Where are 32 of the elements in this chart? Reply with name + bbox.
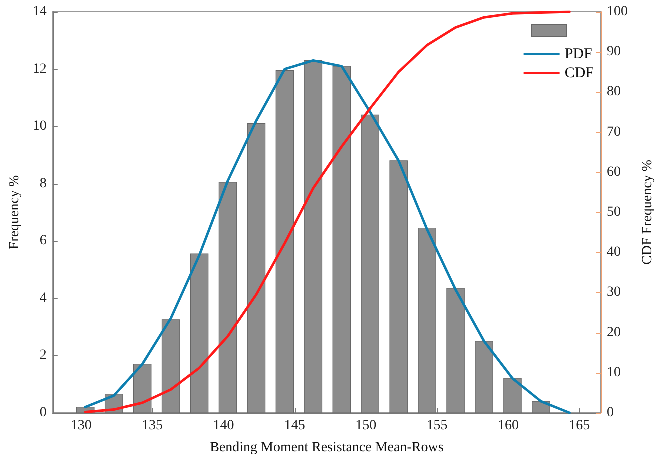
y2-axis-title: CDF Frequency % — [640, 160, 656, 265]
y2-tick-label: 0 — [607, 406, 614, 420]
y2-tick-label: 20 — [607, 325, 621, 340]
y-tick-label: 10 — [32, 119, 47, 134]
y-axis-title: Frequency % — [8, 175, 22, 250]
y-tick-label: 4 — [40, 290, 47, 306]
y-tick-label: 6 — [40, 234, 47, 249]
y2-tick-label: 60 — [607, 164, 621, 180]
legend-label: PDF — [564, 46, 592, 62]
y-tick-label: 8 — [40, 176, 47, 192]
x-tick-label: 155 — [426, 418, 448, 434]
x-axis-title: Bending Moment Resistance Mean-Rows — [210, 440, 444, 456]
y-tick-label: 12 — [32, 62, 47, 77]
y2-tick-label: 80 — [607, 84, 621, 100]
legend-label: CDF — [564, 66, 594, 82]
y2-tick-label: 50 — [607, 205, 621, 220]
y2-tick-label: 70 — [607, 124, 621, 140]
y2-tick-label: 100 — [607, 4, 628, 20]
y2-tick-label: 90 — [607, 44, 621, 60]
y2-tick-label: 10 — [607, 365, 621, 380]
y-tick-label: 2 — [40, 348, 47, 364]
x-tick-label: 130 — [70, 418, 92, 434]
x-tick-label: 160 — [498, 418, 519, 434]
x-tick-label: 150 — [356, 418, 377, 434]
x-tick-label: 165 — [569, 418, 590, 434]
y-tick-label: 14 — [32, 4, 47, 20]
y2-tick-label: 40 — [607, 245, 621, 260]
y2-tick-label: 30 — [607, 285, 621, 300]
x-tick-label: 135 — [142, 418, 164, 434]
x-tick-label: 140 — [213, 418, 234, 434]
x-tick-label: 145 — [284, 418, 306, 434]
y-tick-label: 0 — [40, 406, 47, 420]
